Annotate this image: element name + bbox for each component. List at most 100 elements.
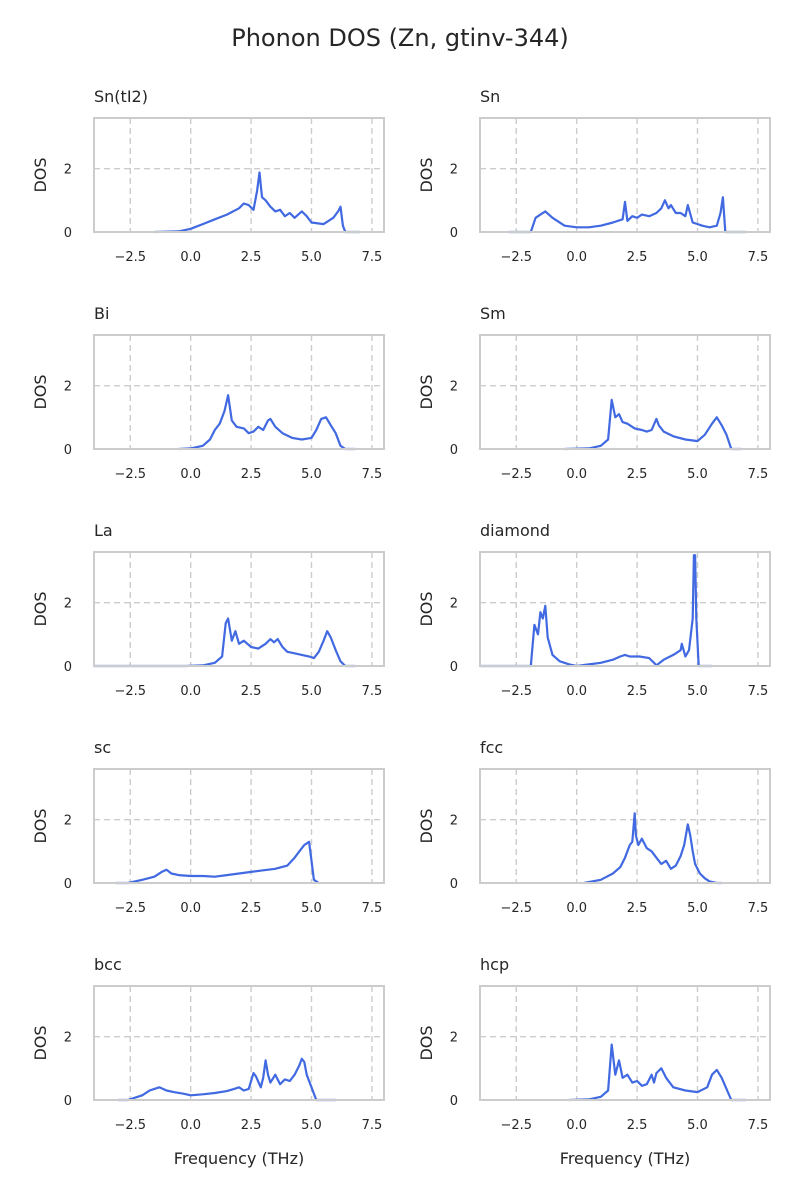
panel-la: La −2.5 0.0 2.5 5.0 7.5 0 2 DOS	[31, 521, 385, 699]
y-axis-label: DOS	[31, 157, 50, 192]
x-tick-label: 5.0	[687, 250, 708, 265]
x-tick-label: 7.5	[362, 467, 383, 482]
y-axis-label: DOS	[417, 1025, 436, 1060]
panel-title: La	[94, 521, 113, 540]
x-tick-label: −2.5	[114, 684, 146, 699]
x-axis-label: Frequency (THz)	[174, 1149, 304, 1168]
x-tick-label: 0.0	[180, 467, 201, 482]
x-tick-label: 5.0	[301, 901, 322, 916]
panel-sn: Sn −2.5 0.0 2.5 5.0 7.5 0 2 DOS	[417, 87, 771, 265]
panel-title: Sn	[480, 87, 500, 106]
x-tick-label: 7.5	[748, 467, 769, 482]
x-tick-label: 2.5	[627, 467, 648, 482]
x-tick-label: −2.5	[500, 250, 532, 265]
y-axis-label: DOS	[31, 591, 50, 626]
x-tick-label: 2.5	[241, 250, 262, 265]
x-tick-label: −2.5	[500, 684, 532, 699]
y-axis-label: DOS	[31, 808, 50, 843]
dos-line	[507, 196, 747, 234]
x-axis-label: Frequency (THz)	[560, 1149, 690, 1168]
y-tick-label: 2	[64, 597, 72, 612]
axes-frame	[479, 334, 771, 450]
x-tick-label: 2.5	[241, 467, 262, 482]
y-axis-label: DOS	[417, 591, 436, 626]
dos-line	[153, 171, 361, 234]
x-tick-label: −2.5	[500, 467, 532, 482]
panel-sn-ti2-: Sn(tI2) −2.5 0.0 2.5 5.0 7.5 0 2 DOS	[31, 87, 385, 265]
y-tick-label: 2	[450, 1031, 458, 1046]
y-axis-label: DOS	[417, 808, 436, 843]
panel-title: sc	[94, 738, 111, 757]
axes-frame	[479, 551, 771, 667]
y-tick-label: 2	[450, 163, 458, 178]
x-tick-label: 0.0	[566, 250, 587, 265]
x-tick-label: 5.0	[301, 1118, 322, 1133]
axes-frame	[479, 985, 771, 1101]
panel-title: Bi	[94, 304, 109, 323]
y-tick-label: 0	[64, 877, 72, 892]
x-tick-label: 2.5	[627, 1118, 648, 1133]
x-tick-label: 7.5	[362, 684, 383, 699]
x-tick-label: 5.0	[301, 684, 322, 699]
dos-line	[582, 812, 723, 885]
y-tick-label: 2	[64, 380, 72, 395]
y-tick-label: 0	[64, 443, 72, 458]
panel-title: diamond	[480, 521, 550, 540]
y-tick-label: 0	[450, 660, 458, 675]
panel-diamond: diamond −2.5 0.0 2.5 5.0 7.5 0 2 DOS	[417, 521, 771, 699]
y-tick-label: 2	[64, 814, 72, 829]
x-tick-label: 7.5	[748, 901, 769, 916]
dos-line	[114, 840, 320, 885]
y-axis-label: DOS	[31, 374, 50, 409]
x-tick-label: 0.0	[566, 1118, 587, 1133]
x-tick-label: 7.5	[748, 1118, 769, 1133]
panel-bi: Bi −2.5 0.0 2.5 5.0 7.5 0 2 DOS	[31, 304, 385, 482]
x-tick-label: 0.0	[180, 250, 201, 265]
x-tick-label: 7.5	[748, 250, 769, 265]
x-tick-label: 2.5	[241, 901, 262, 916]
axes-frame	[93, 551, 385, 667]
x-tick-label: −2.5	[500, 1118, 532, 1133]
y-axis-label: DOS	[31, 1025, 50, 1060]
panel-sc: sc −2.5 0.0 2.5 5.0 7.5 0 2 DOS	[31, 738, 385, 916]
y-tick-label: 2	[450, 814, 458, 829]
panel-bcc: bcc −2.5 0.0 2.5 5.0 7.5 0 2 DOS Frequency (THz)	[31, 955, 385, 1168]
x-tick-label: 7.5	[362, 1118, 383, 1133]
x-tick-label: −2.5	[114, 250, 146, 265]
y-tick-label: 0	[450, 877, 458, 892]
panel-fcc: fcc −2.5 0.0 2.5 5.0 7.5 0 2 DOS	[417, 738, 771, 916]
x-tick-label: 2.5	[241, 684, 262, 699]
x-tick-label: 5.0	[301, 250, 322, 265]
y-tick-label: 0	[450, 226, 458, 241]
axes-frame	[479, 117, 771, 233]
x-tick-label: 2.5	[627, 901, 648, 916]
x-tick-label: 7.5	[362, 250, 383, 265]
x-tick-label: 5.0	[687, 467, 708, 482]
x-tick-label: 7.5	[362, 901, 383, 916]
x-tick-label: 0.0	[180, 901, 201, 916]
x-tick-label: −2.5	[114, 901, 146, 916]
x-tick-label: 5.0	[301, 467, 322, 482]
dos-line	[563, 398, 743, 451]
y-axis-label: DOS	[417, 157, 436, 192]
y-tick-label: 0	[64, 660, 72, 675]
dos-line	[117, 1057, 337, 1102]
x-tick-label: 5.0	[687, 684, 708, 699]
axes-frame	[93, 117, 385, 233]
x-tick-label: −2.5	[500, 901, 532, 916]
y-tick-label: 2	[450, 597, 458, 612]
axes-frame	[479, 768, 771, 884]
y-axis-label: DOS	[417, 374, 436, 409]
dos-line	[478, 554, 714, 668]
y-tick-label: 0	[64, 1094, 72, 1109]
subplot-grid: Sn(tI2) −2.5 0.0 2.5 5.0 7.5 0 2 DOS Sn −2.5 0.0 2.5…	[31, 87, 771, 1168]
dos-line	[568, 1043, 747, 1102]
y-tick-label: 2	[450, 380, 458, 395]
x-tick-label: −2.5	[114, 1118, 146, 1133]
panel-sm: Sm −2.5 0.0 2.5 5.0 7.5 0 2 DOS	[417, 304, 771, 482]
y-tick-label: 0	[450, 443, 458, 458]
x-tick-label: 2.5	[627, 684, 648, 699]
y-tick-label: 2	[64, 1031, 72, 1046]
panel-title: fcc	[480, 738, 503, 757]
